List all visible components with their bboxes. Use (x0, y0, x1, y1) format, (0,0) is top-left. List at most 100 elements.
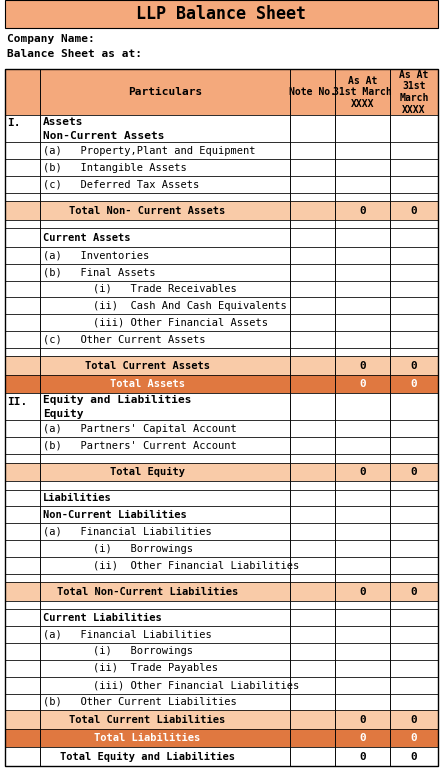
Bar (335, 201, 390, 220)
Bar (390, 159, 438, 176)
Bar (5, 356, 40, 375)
Bar (290, 694, 335, 710)
Bar (335, 247, 390, 264)
Bar (335, 524, 390, 540)
Bar (5, 507, 40, 524)
Bar (40, 660, 290, 677)
Bar (5, 420, 40, 437)
Bar (290, 710, 335, 729)
Bar (5, 348, 40, 356)
Text: Total Non- Current Assets: Total Non- Current Assets (70, 206, 225, 216)
Bar (335, 281, 390, 298)
Bar (40, 247, 290, 264)
Bar (390, 375, 438, 393)
Bar (290, 507, 335, 524)
Bar (335, 420, 390, 437)
Bar (390, 557, 438, 574)
Bar (290, 201, 335, 220)
Bar (290, 463, 335, 481)
Bar (390, 143, 438, 159)
Text: II.: II. (7, 396, 27, 406)
Bar (5, 228, 40, 247)
Bar (390, 393, 438, 420)
Text: 0: 0 (411, 206, 417, 216)
Bar (390, 247, 438, 264)
Bar (5, 298, 40, 315)
Bar (290, 454, 335, 463)
Bar (335, 643, 390, 660)
Bar (390, 331, 438, 348)
Text: 0: 0 (359, 752, 366, 762)
Bar (40, 524, 290, 540)
Text: 0: 0 (411, 361, 417, 371)
Bar (335, 582, 390, 601)
Bar (290, 331, 335, 348)
Text: Current Liabilities: Current Liabilities (43, 613, 162, 623)
Bar (390, 601, 438, 609)
Bar (390, 490, 438, 507)
Text: Total Non-Current Liabilities: Total Non-Current Liabilities (57, 587, 238, 597)
Text: (c)   Other Current Assets: (c) Other Current Assets (43, 335, 206, 345)
Bar (5, 582, 40, 601)
Text: LLP Balance Sheet: LLP Balance Sheet (136, 5, 307, 23)
Text: Total Liabilities: Total Liabilities (94, 733, 201, 743)
Bar (390, 116, 438, 143)
Bar (5, 176, 40, 193)
Bar (335, 694, 390, 710)
Text: 0: 0 (359, 361, 366, 371)
Bar (390, 420, 438, 437)
Bar (40, 437, 290, 454)
Bar (390, 524, 438, 540)
Text: (a)   Financial Liabilities: (a) Financial Liabilities (43, 527, 212, 537)
Bar (335, 601, 390, 609)
Bar (290, 481, 335, 490)
Bar (290, 524, 335, 540)
Text: (b)   Final Assets: (b) Final Assets (43, 267, 155, 277)
Bar (40, 298, 290, 315)
Bar (390, 729, 438, 747)
Bar (290, 437, 335, 454)
Bar (5, 116, 40, 143)
Bar (290, 420, 335, 437)
Bar (5, 220, 40, 228)
Bar (335, 116, 390, 143)
Bar (390, 747, 438, 766)
Bar (335, 463, 390, 481)
Bar (290, 247, 335, 264)
Bar (40, 694, 290, 710)
Bar (335, 193, 390, 201)
Bar (335, 393, 390, 420)
Text: 0: 0 (359, 733, 366, 743)
Bar (335, 220, 390, 228)
Bar (290, 540, 335, 557)
Text: (a)   Inventories: (a) Inventories (43, 251, 149, 261)
Text: I.: I. (7, 119, 20, 129)
Bar (40, 228, 290, 247)
Bar (290, 116, 335, 143)
Text: 0: 0 (359, 587, 366, 597)
Text: Note No.: Note No. (289, 87, 336, 97)
Bar (5, 729, 40, 747)
Bar (390, 315, 438, 331)
Bar (390, 264, 438, 281)
Bar (335, 660, 390, 677)
Bar (290, 677, 335, 694)
Bar (390, 710, 438, 729)
Bar (40, 643, 290, 660)
Text: (ii)  Cash And Cash Equivalents: (ii) Cash And Cash Equivalents (43, 301, 287, 311)
Bar (5, 393, 40, 420)
Bar (40, 729, 290, 747)
Bar (5, 281, 40, 298)
Bar (390, 454, 438, 463)
Bar (5, 490, 40, 507)
Bar (390, 463, 438, 481)
Text: Current Assets: Current Assets (43, 233, 131, 243)
Text: 0: 0 (411, 715, 417, 725)
Bar (40, 201, 290, 220)
Bar (290, 626, 335, 643)
Text: Balance Sheet as at:: Balance Sheet as at: (7, 49, 142, 59)
Bar (335, 481, 390, 490)
Bar (335, 69, 390, 116)
Bar (390, 281, 438, 298)
Bar (390, 356, 438, 375)
